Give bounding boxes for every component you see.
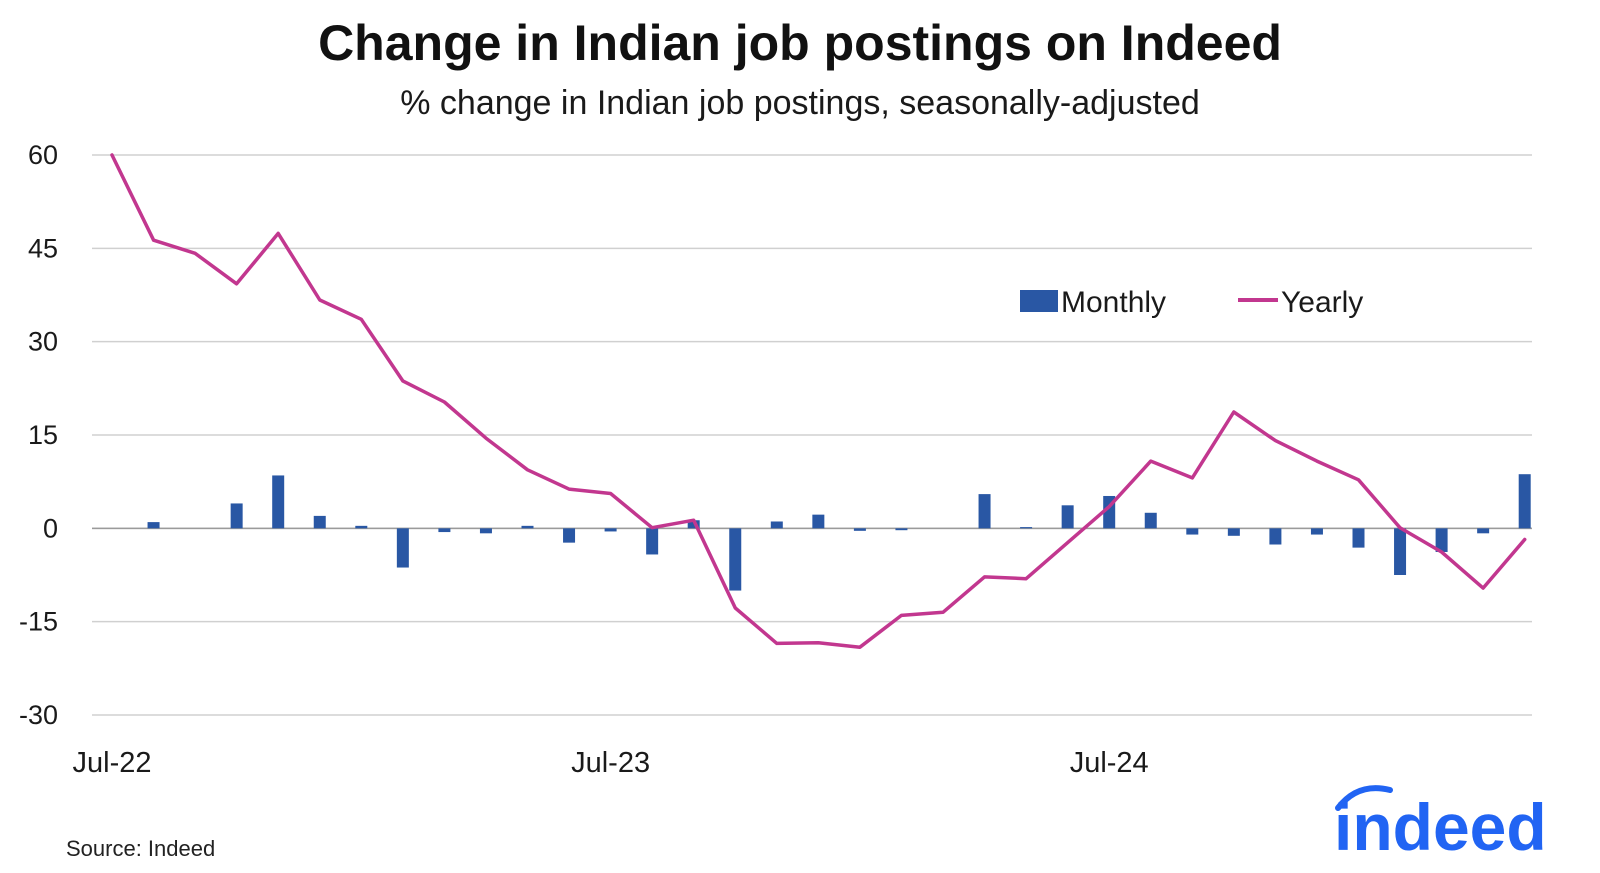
indeed-logo: indeed bbox=[1334, 785, 1547, 864]
chart-title: Change in Indian job postings on Indeed bbox=[318, 15, 1282, 71]
monthly-bar bbox=[1435, 528, 1448, 552]
monthly-bar bbox=[770, 521, 783, 529]
monthly-bar bbox=[1227, 528, 1240, 536]
x-tick-label: Jul-24 bbox=[1070, 747, 1149, 779]
monthly-bar bbox=[396, 528, 409, 568]
y-tick-label: 30 bbox=[28, 327, 58, 357]
yearly-series-line bbox=[110, 153, 1527, 649]
y-tick-label: 0 bbox=[43, 513, 58, 543]
y-tick-label: -15 bbox=[19, 607, 58, 637]
x-axis: Jul-22 Jul-23 Jul-24 bbox=[73, 747, 1149, 779]
legend-monthly-swatch bbox=[1020, 290, 1058, 312]
monthly-bar bbox=[1269, 528, 1282, 545]
monthly-bar bbox=[1477, 528, 1490, 534]
monthly-bar bbox=[1352, 528, 1365, 548]
monthly-bar bbox=[1144, 512, 1157, 529]
y-tick-label: 45 bbox=[28, 233, 58, 263]
monthly-bar bbox=[1394, 528, 1407, 575]
legend-monthly-label: Monthly bbox=[1061, 286, 1166, 319]
monthly-bar bbox=[521, 525, 534, 529]
monthly-bar bbox=[438, 528, 451, 533]
monthly-bar bbox=[272, 475, 285, 529]
monthly-bar bbox=[1518, 474, 1531, 529]
monthly-bar bbox=[1020, 527, 1033, 529]
monthly-bar bbox=[230, 503, 243, 529]
monthly-bar bbox=[687, 520, 700, 529]
monthly-bar bbox=[355, 525, 368, 529]
monthly-bar bbox=[1186, 528, 1199, 535]
monthly-bar bbox=[563, 528, 576, 543]
monthly-bar bbox=[1061, 505, 1074, 529]
legend-yearly-label: Yearly bbox=[1281, 286, 1363, 319]
logo-arc bbox=[1335, 785, 1393, 811]
monthly-bar bbox=[646, 528, 659, 555]
monthly-bar bbox=[853, 528, 866, 531]
monthly-bar bbox=[978, 494, 991, 529]
chart-subtitle: % change in Indian job postings, seasona… bbox=[400, 84, 1200, 122]
gridlines bbox=[92, 154, 1532, 716]
monthly-bar bbox=[147, 522, 160, 529]
y-tick-label: 60 bbox=[28, 140, 58, 170]
legend: Monthly Yearly bbox=[1020, 286, 1363, 319]
y-tick-label: -30 bbox=[19, 700, 58, 730]
logo-wordmark: indeed bbox=[1334, 790, 1547, 864]
monthly-bar bbox=[812, 514, 825, 529]
monthly-bars bbox=[147, 474, 1531, 591]
source-note: Source: Indeed bbox=[66, 836, 216, 861]
monthly-bar bbox=[479, 528, 492, 534]
monthly-bar bbox=[729, 528, 742, 591]
monthly-bar bbox=[604, 528, 617, 532]
monthly-bar bbox=[895, 528, 908, 531]
x-tick-label: Jul-22 bbox=[73, 747, 152, 779]
yearly-line bbox=[110, 153, 1527, 649]
monthly-bar bbox=[1310, 528, 1323, 535]
y-axis: 60 45 30 15 0 -15 -30 bbox=[19, 140, 58, 730]
monthly-bar bbox=[313, 515, 326, 529]
y-tick-label: 15 bbox=[28, 420, 58, 450]
x-tick-label: Jul-23 bbox=[571, 747, 650, 779]
